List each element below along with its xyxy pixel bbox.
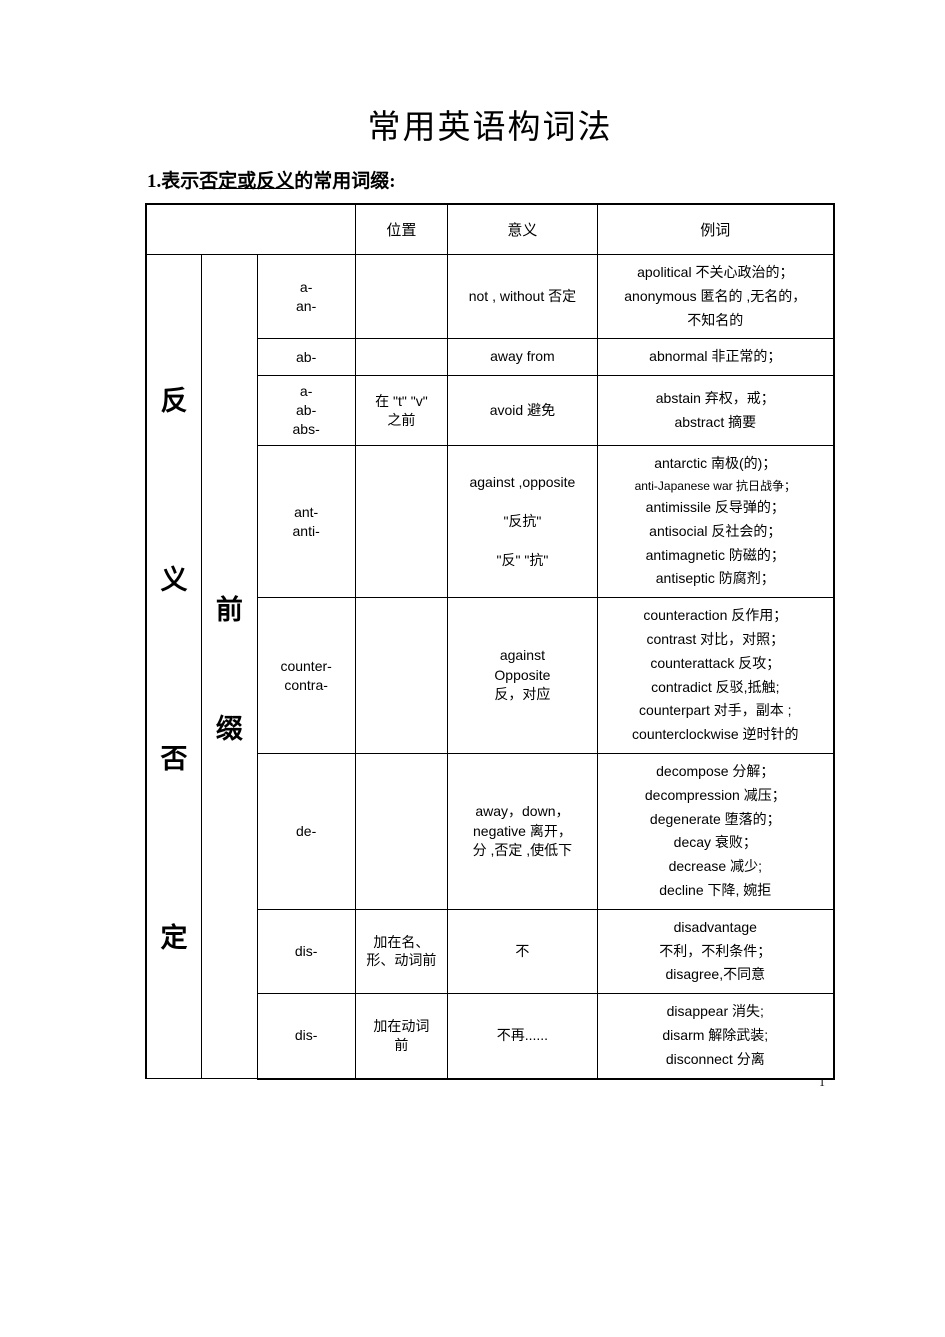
cat1-char: 定 bbox=[147, 916, 201, 955]
prefix-cell: counter-contra- bbox=[257, 598, 355, 754]
position-cell: 在 "t" "v"之前 bbox=[355, 376, 448, 446]
example-cell: abstain 弃权，戒；abstract 摘要 bbox=[597, 376, 834, 446]
doc-title: 常用英语构词法 bbox=[145, 100, 835, 148]
example-cell: apolitical 不关心政治的；anonymous 匿名的 ,无名的，不知名… bbox=[597, 255, 834, 339]
position-cell bbox=[355, 255, 448, 339]
meaning-cell: againstOpposite反，对应 bbox=[448, 598, 597, 754]
category-vertical-1: 反 义 否 定 bbox=[146, 255, 202, 1079]
cat1-char: 反 bbox=[147, 379, 201, 418]
prefix-text: dis- bbox=[295, 1027, 318, 1043]
meaning-text: away from bbox=[490, 348, 555, 364]
section-heading: 1.表示否定或反义的常用词缀: bbox=[147, 166, 835, 193]
meaning-cell: away from bbox=[448, 339, 597, 376]
position-cell bbox=[355, 339, 448, 376]
example-cell: disadvantage不利，不利条件；disagree,不同意 bbox=[597, 909, 834, 993]
affix-table: 位置 意义 例词 反 义 否 定 前 缀 a-an- no bbox=[145, 203, 835, 1080]
hdr-examples: 例词 bbox=[597, 204, 834, 255]
section-text-before: 表示 bbox=[161, 171, 199, 192]
prefix-text: counter-contra- bbox=[280, 658, 331, 693]
prefix-cell: dis- bbox=[257, 909, 355, 993]
prefix-text: dis- bbox=[295, 943, 318, 959]
meaning-cell: not , without 否定 bbox=[448, 255, 597, 339]
prefix-text: ant-anti- bbox=[293, 504, 320, 539]
section-underline: 否定或反义 bbox=[199, 171, 294, 192]
meaning-text: avoid 避免 bbox=[490, 402, 555, 418]
position-cell: 加在动词前 bbox=[355, 994, 448, 1079]
prefix-text: ab- bbox=[296, 349, 316, 365]
meaning-text: 不 bbox=[515, 943, 529, 959]
example-cell: antarctic 南极(的)；anti-Japanese war 抗日战争；a… bbox=[597, 445, 834, 597]
position-text: 在 "t" "v"之前 bbox=[375, 393, 428, 428]
meaning-text: away，down，negative 离开，分 ,否定 ,使低下 bbox=[473, 803, 573, 858]
table-header-row: 位置 意义 例词 bbox=[146, 204, 834, 255]
position-cell bbox=[355, 445, 448, 597]
position-cell bbox=[355, 598, 448, 754]
prefix-text: a-an- bbox=[296, 279, 316, 314]
table-row: 反 义 否 定 前 缀 a-an- not , without 否定 apoli… bbox=[146, 255, 834, 339]
meaning-text: against ,opposite"反抗""反" "抗" bbox=[469, 474, 575, 568]
prefix-cell: ab- bbox=[257, 339, 355, 376]
meaning-cell: against ,opposite"反抗""反" "抗" bbox=[448, 445, 597, 597]
example-cell: disappear 消失;disarm 解除武装;disconnect 分离 bbox=[597, 994, 834, 1079]
meaning-cell: 不 bbox=[448, 909, 597, 993]
position-cell bbox=[355, 754, 448, 910]
prefix-cell: ant-anti- bbox=[257, 445, 355, 597]
section-text-after: 的常用词缀: bbox=[294, 171, 395, 192]
meaning-cell: avoid 避免 bbox=[448, 376, 597, 446]
prefix-cell: de- bbox=[257, 754, 355, 910]
meaning-text: not , without 否定 bbox=[469, 288, 576, 304]
hdr-position: 位置 bbox=[355, 204, 448, 255]
cat2-char: 缀 bbox=[202, 707, 257, 746]
hdr-meaning: 意义 bbox=[448, 204, 597, 255]
meaning-cell: 不再...... bbox=[448, 994, 597, 1079]
meaning-cell: away，down，negative 离开，分 ,否定 ,使低下 bbox=[448, 754, 597, 910]
category-vertical-2: 前 缀 bbox=[202, 255, 258, 1079]
prefix-cell: a-an- bbox=[257, 255, 355, 339]
position-cell: 加在名、形、动词前 bbox=[355, 909, 448, 993]
hdr-blank1 bbox=[146, 204, 202, 255]
hdr-blank3 bbox=[257, 204, 355, 255]
page-number: 1 bbox=[819, 1075, 825, 1090]
prefix-cell: dis- bbox=[257, 994, 355, 1079]
cat1-char: 义 bbox=[147, 558, 201, 597]
meaning-text: 不再...... bbox=[497, 1027, 548, 1043]
cat2-char: 前 bbox=[202, 588, 257, 627]
prefix-cell: a-ab-abs- bbox=[257, 376, 355, 446]
example-cell: decompose 分解；decompression 减压；degenerate… bbox=[597, 754, 834, 910]
page: 常用英语构词法 1.表示否定或反义的常用词缀: 位置 意义 例词 反 义 否 定 bbox=[0, 0, 945, 1120]
position-text: 加在名、形、动词前 bbox=[366, 934, 436, 969]
meaning-text: againstOpposite反，对应 bbox=[494, 647, 550, 702]
prefix-text: a-ab-abs- bbox=[293, 383, 320, 437]
hdr-blank2 bbox=[202, 204, 258, 255]
prefix-text: de- bbox=[296, 823, 316, 839]
example-cell: counteraction 反作用；contrast 对比，对照；counter… bbox=[597, 598, 834, 754]
section-number: 1. bbox=[147, 171, 161, 192]
position-text: 加在动词前 bbox=[373, 1018, 429, 1053]
example-cell: abnormal 非正常的； bbox=[597, 339, 834, 376]
cat1-char: 否 bbox=[147, 737, 201, 776]
